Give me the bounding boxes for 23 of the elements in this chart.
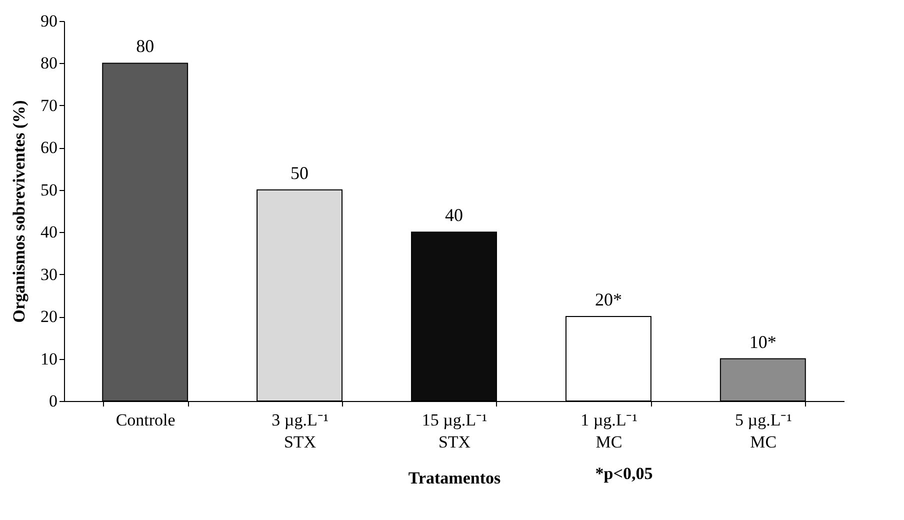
y-tick-label: 40 bbox=[40, 222, 58, 242]
x-tick-label: 5 µg.L⁻¹ MC bbox=[735, 410, 792, 452]
data-label: 80 bbox=[136, 36, 154, 56]
x-axis-title: Tratamentos bbox=[408, 468, 501, 488]
y-tick-label: 70 bbox=[40, 96, 58, 115]
y-tick-label: 30 bbox=[40, 264, 58, 284]
data-label: 50 bbox=[290, 162, 309, 183]
y-axis-title: Organismos sobreviventes (%) bbox=[10, 100, 28, 323]
x-tick-label: 1 µg.L⁻¹ MC bbox=[580, 410, 638, 452]
y-tick-label: 0 bbox=[49, 392, 58, 410]
y-tick-label: 50 bbox=[40, 180, 58, 200]
data-label: 40 bbox=[445, 205, 463, 226]
x-tick-label: 15 µg.L⁻¹ STX bbox=[422, 410, 488, 452]
y-tick-label: 10 bbox=[40, 349, 58, 368]
data-label: 10* bbox=[749, 332, 776, 352]
y-tick-label: 80 bbox=[40, 54, 58, 73]
x-tick-label: 3 µg.L⁻¹ STX bbox=[272, 410, 328, 452]
text: *p<0,05 bbox=[595, 464, 653, 483]
x-tick-label: Controle bbox=[116, 410, 176, 430]
y-tick-label: 60 bbox=[40, 138, 58, 158]
y-tick-label: 20 bbox=[40, 307, 58, 326]
y-tick-label: 90 bbox=[40, 12, 58, 30]
data-label: 20* bbox=[594, 290, 622, 310]
